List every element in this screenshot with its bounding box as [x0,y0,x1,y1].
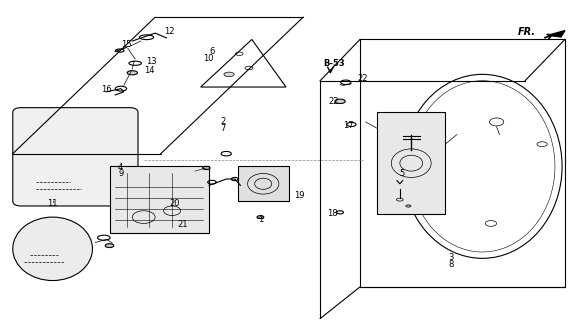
Text: B-53: B-53 [323,60,344,68]
Text: 10: 10 [204,54,214,63]
Bar [237,166,289,201]
Text: 9: 9 [118,170,124,179]
Ellipse shape [224,72,234,76]
Text: 4: 4 [118,163,124,172]
Text: 5: 5 [400,170,405,179]
Text: 3: 3 [448,253,454,262]
Text: 14: 14 [144,66,154,76]
Text: 6: 6 [209,47,214,56]
Text: 2: 2 [221,117,226,126]
Text: FR.: FR. [518,27,536,37]
Text: 17: 17 [343,121,353,130]
Text: 7: 7 [221,124,226,133]
Text: 11: 11 [47,199,58,208]
Polygon shape [548,31,565,37]
Ellipse shape [105,244,114,248]
Text: 12: 12 [164,28,174,36]
Ellipse shape [335,99,345,104]
Ellipse shape [127,71,137,75]
Text: 22: 22 [329,98,339,107]
Text: 18: 18 [327,210,337,219]
Text: 1: 1 [258,215,263,225]
Text: 21: 21 [178,220,188,228]
Ellipse shape [406,205,411,207]
Text: 8: 8 [448,260,454,269]
Text: 13: 13 [146,57,157,66]
Bar [110,166,209,233]
Text: 22: 22 [357,74,368,83]
Text: 19: 19 [295,191,305,200]
FancyBboxPatch shape [13,108,138,206]
Bar [377,112,446,214]
Ellipse shape [202,166,210,170]
Text: 15: 15 [121,40,132,49]
Text: 16: 16 [101,85,112,94]
Text: 20: 20 [169,199,180,208]
Ellipse shape [13,217,93,281]
